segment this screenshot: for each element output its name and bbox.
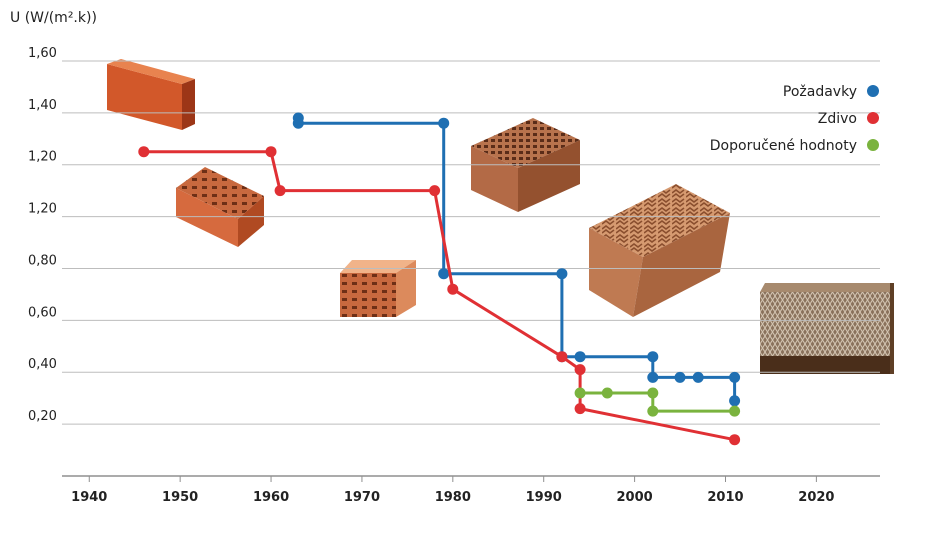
data-point-pozadavky [574, 351, 586, 363]
data-point-pozadavky [729, 395, 741, 407]
data-point-zdivo [729, 434, 741, 446]
axes: 0,20 0,40 0,60 0,80 1,20 1,20 1,40 1,60 1940 1950… [28, 46, 880, 505]
data-point-zdivo [574, 403, 586, 415]
legend-marker [867, 85, 879, 97]
brick-image-solid [107, 59, 195, 130]
brick-image-insulated-block [760, 283, 894, 374]
y-tick-label: 0,80 [28, 253, 57, 268]
y-tick-label: 0,20 [28, 409, 57, 424]
x-tick-label: 1950 [162, 490, 198, 505]
y-tick-label: 1,20 [28, 150, 57, 165]
legend: Požadavky Zdivo Doporučené hodnoty [710, 84, 879, 154]
data-point-zdivo [447, 283, 459, 295]
brick-image-block [471, 118, 580, 212]
data-point-pozadavky [556, 268, 568, 280]
data-point-doporucene-hodnoty [601, 387, 613, 399]
data-series [138, 112, 741, 446]
data-point-zdivo [274, 185, 286, 197]
x-tick-label: 1960 [253, 490, 289, 505]
x-tick-label: 1940 [71, 490, 107, 505]
brick-image-perforated [176, 167, 264, 247]
data-point-pozadavky [692, 371, 704, 383]
data-point-zdivo [429, 185, 441, 197]
data-point-doporucene-hodnoty [574, 387, 586, 399]
x-tick-label: 1980 [435, 490, 471, 505]
x-tick-label: 1970 [344, 490, 380, 505]
data-point-pozadavky [438, 117, 450, 129]
y-tick-label: 0,60 [28, 305, 57, 320]
x-tick-label: 2000 [617, 490, 653, 505]
data-point-zdivo [138, 146, 150, 158]
legend-label: Zdivo [818, 111, 857, 127]
data-point-pozadavky [647, 371, 659, 383]
y-tick-label: 1,20 [28, 202, 57, 217]
data-point-zdivo [556, 351, 568, 363]
data-point-pozadavky [729, 371, 741, 383]
legend-marker [867, 112, 879, 124]
data-point-zdivo [265, 146, 277, 158]
y-axis-label: U (W/(m².k)) [10, 10, 97, 26]
y-tick-label: 1,60 [28, 46, 57, 61]
y-tick-label: 0,40 [28, 357, 57, 372]
y-tick-label: 1,40 [28, 98, 57, 113]
x-tick-label: 2010 [707, 490, 743, 505]
data-point-doporucene-hodnoty [729, 405, 741, 417]
legend-label: Doporučené hodnoty [710, 138, 857, 154]
series-line-doporucene-hodnoty [580, 391, 735, 413]
x-tick-label: 2020 [798, 490, 834, 505]
legend-marker [867, 139, 879, 151]
data-point-zdivo [574, 364, 586, 376]
legend-label: Požadavky [783, 84, 857, 100]
data-point-doporucene-hodnoty [647, 405, 659, 417]
grid-lines [62, 60, 880, 425]
x-tick-label: 1990 [526, 490, 562, 505]
data-point-pozadavky [647, 351, 659, 363]
data-point-pozadavky [438, 268, 450, 280]
data-point-pozadavky [292, 117, 304, 129]
data-point-doporucene-hodnoty [647, 387, 659, 399]
brick-image-hollow [340, 260, 416, 317]
brick-image-large-block [589, 184, 730, 317]
data-point-pozadavky [674, 371, 686, 383]
